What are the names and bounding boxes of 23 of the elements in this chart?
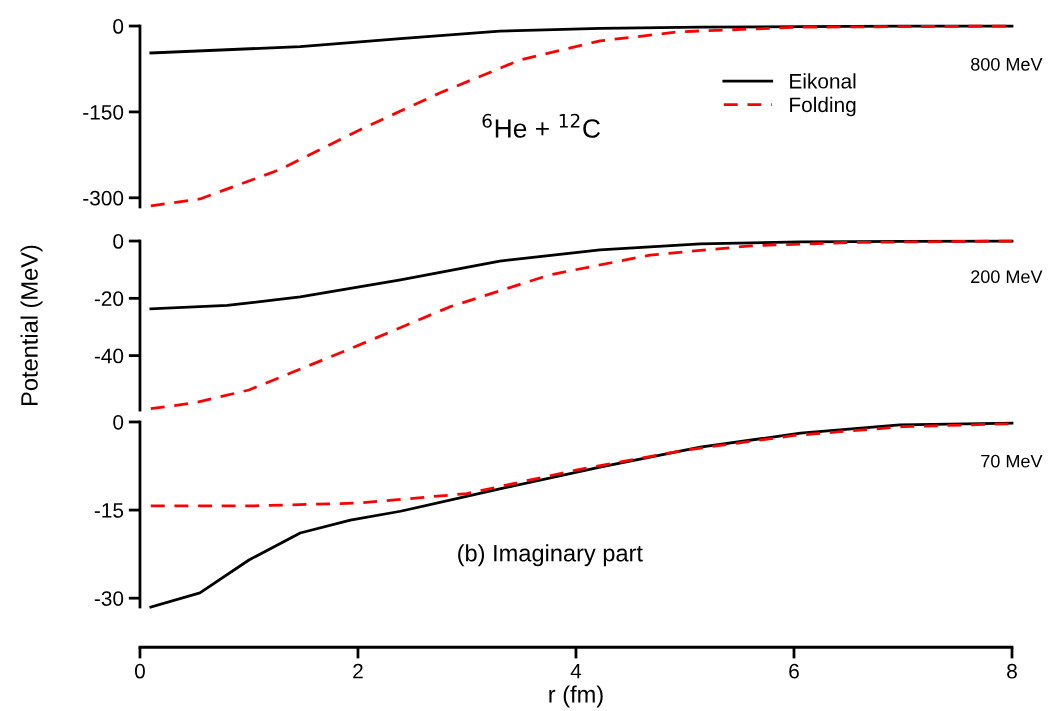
- y-tick-label: -20: [94, 291, 124, 307]
- x-tick-label: 6: [789, 663, 799, 679]
- x-tick-label: 0: [134, 663, 145, 679]
- x-tick-label: 4: [570, 664, 582, 679]
- x-tick-label: 2: [353, 663, 363, 679]
- y-tick-label: 0: [113, 19, 124, 34]
- y-tick-label: -15: [94, 503, 124, 518]
- legend-label: Folding: [790, 96, 856, 117]
- x-tick-label: 8: [1007, 663, 1017, 679]
- x-axis-title: r (fm): [549, 685, 603, 708]
- annotation: (b) Imaginary part: [458, 544, 643, 567]
- y-tick-label: -300: [83, 190, 124, 206]
- annotation: 200 MeV: [971, 270, 1043, 284]
- annotation: 70 MeV: [981, 454, 1043, 468]
- legend-label: Eikonal: [790, 73, 856, 89]
- y-tick-label: -150: [83, 104, 124, 120]
- y-axis-title: Potential (MeV): [20, 245, 43, 405]
- y-tick-label: 0: [113, 234, 124, 249]
- y-tick-label: -30: [94, 591, 124, 606]
- annotation: 800 MeV: [971, 57, 1043, 71]
- y-tick-label: 0: [113, 414, 124, 430]
- annotation: $^{6}$He + $^{12}$C: [482, 113, 600, 138]
- y-tick-label: -40: [94, 348, 124, 364]
